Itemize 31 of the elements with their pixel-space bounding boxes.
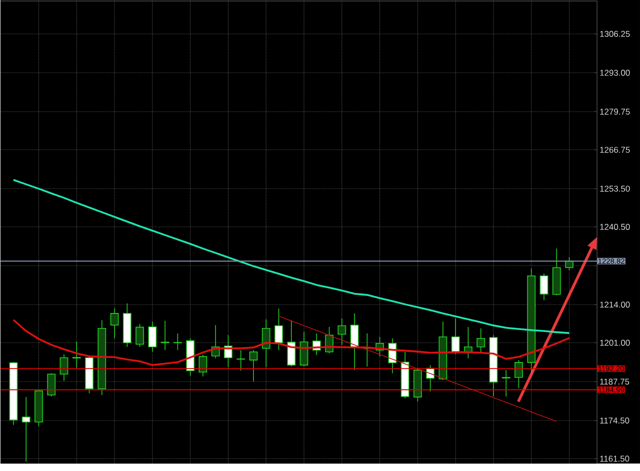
y-tick-label: 1214.00 bbox=[600, 302, 630, 308]
y-tick-label: 1293.00 bbox=[600, 70, 630, 76]
y-tick-label: 1279.75 bbox=[600, 108, 630, 115]
candlestick bbox=[540, 273, 548, 301]
y-tick-label: 1187.75 bbox=[600, 378, 630, 385]
candlestick bbox=[198, 354, 208, 378]
y-tick-label: 1306.25 bbox=[600, 31, 630, 38]
candlestick bbox=[274, 308, 283, 351]
y-tick-label: 1174.50 bbox=[600, 418, 630, 424]
y-tick-label: 1240.50 bbox=[600, 224, 630, 230]
candlestick bbox=[173, 333, 182, 351]
y-tick-label: 1201.00 bbox=[600, 340, 630, 346]
candlestick bbox=[338, 318, 346, 346]
candlestick bbox=[224, 334, 232, 368]
candlestick bbox=[287, 320, 296, 368]
y-tick-label: 1266.75 bbox=[600, 147, 630, 154]
candlestick bbox=[502, 370, 510, 398]
y-tick-label: 1161.50 bbox=[600, 456, 630, 462]
candlestick bbox=[514, 360, 523, 389]
candlestick bbox=[565, 256, 574, 271]
candlestick bbox=[110, 308, 119, 340]
candlestick bbox=[148, 321, 157, 353]
y-tick-label: 1253.50 bbox=[600, 186, 630, 192]
candlestick bbox=[249, 350, 258, 382]
candlestick bbox=[47, 373, 56, 398]
candlestick bbox=[476, 328, 486, 354]
candlestick bbox=[236, 350, 246, 372]
candlestick bbox=[72, 341, 81, 368]
candlestick bbox=[136, 324, 144, 348]
candlestick bbox=[22, 396, 30, 462]
candlestick bbox=[262, 319, 270, 368]
